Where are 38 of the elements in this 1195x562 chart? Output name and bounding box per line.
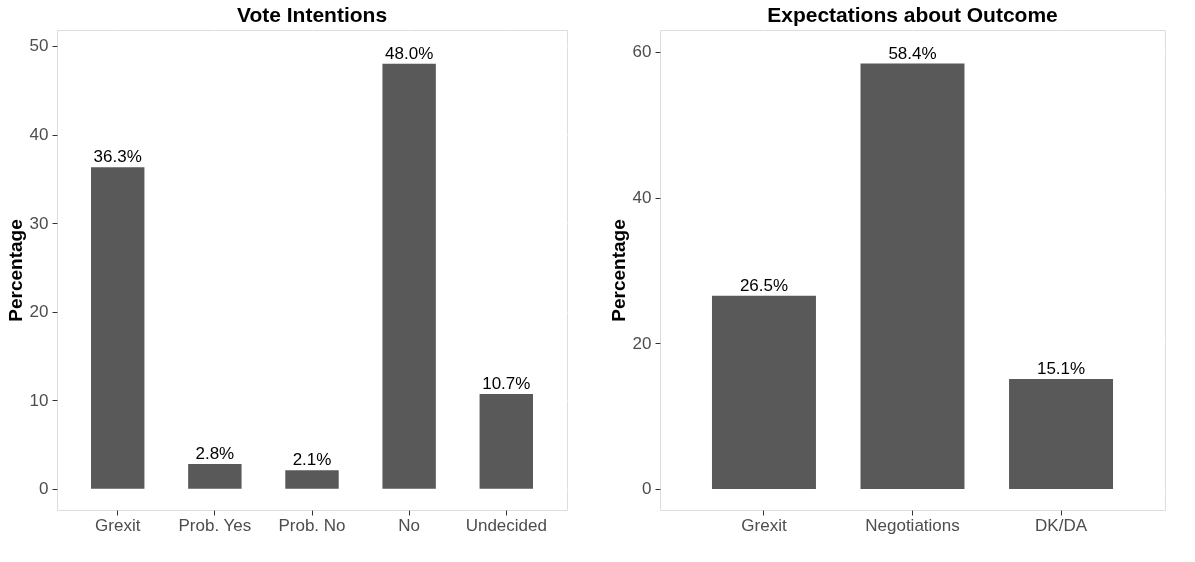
data-label: 15.1% [1036, 358, 1086, 378]
y-tick-label: 40 [29, 125, 49, 144]
y-tick-label: 40 [632, 188, 652, 208]
data-label: 26.5% [739, 275, 789, 295]
bar [382, 63, 436, 489]
y-tick-label: 30 [29, 213, 49, 233]
x-tick-label: Grexit [95, 515, 141, 535]
y-tick-label: 60 [632, 42, 652, 62]
y-tick-label: 20 [29, 302, 49, 322]
bar [1009, 378, 1114, 489]
data-label: 36.3% [93, 147, 142, 167]
bar [91, 167, 145, 489]
data-label: 2.8% [195, 443, 235, 463]
x-tick-label: Negotiations [865, 515, 960, 535]
x-tick-label: Prob. No [278, 515, 346, 535]
y-tick-label: 50 [29, 36, 49, 56]
data-label: 58.4% [888, 43, 937, 63]
x-tick-label: Grexit [741, 515, 787, 535]
bar [711, 295, 816, 489]
y-tick-label: 0 [642, 479, 652, 499]
x-tick-label: Undecided [465, 515, 547, 535]
data-label: 10.7% [482, 373, 531, 393]
data-label: 2.1% [292, 450, 332, 470]
x-tick-label: Prob. Yes [178, 515, 252, 535]
chart-title: Expectations about Outcome [767, 3, 1058, 26]
x-tick-label: No [398, 515, 421, 535]
y-axis-title: Percentage [4, 219, 26, 322]
x-tick-label: DK/DA [1035, 515, 1088, 535]
y-tick-label: 0 [39, 479, 49, 499]
bar [479, 393, 533, 489]
chart-title: Vote Intentions [236, 3, 388, 26]
y-axis-title: Percentage [607, 219, 629, 322]
bar [285, 470, 339, 489]
y-tick-label: 10 [29, 390, 49, 410]
bar [860, 63, 965, 489]
bar [188, 463, 242, 489]
y-tick-label: 20 [632, 333, 652, 353]
data-label: 48.0% [385, 43, 434, 63]
